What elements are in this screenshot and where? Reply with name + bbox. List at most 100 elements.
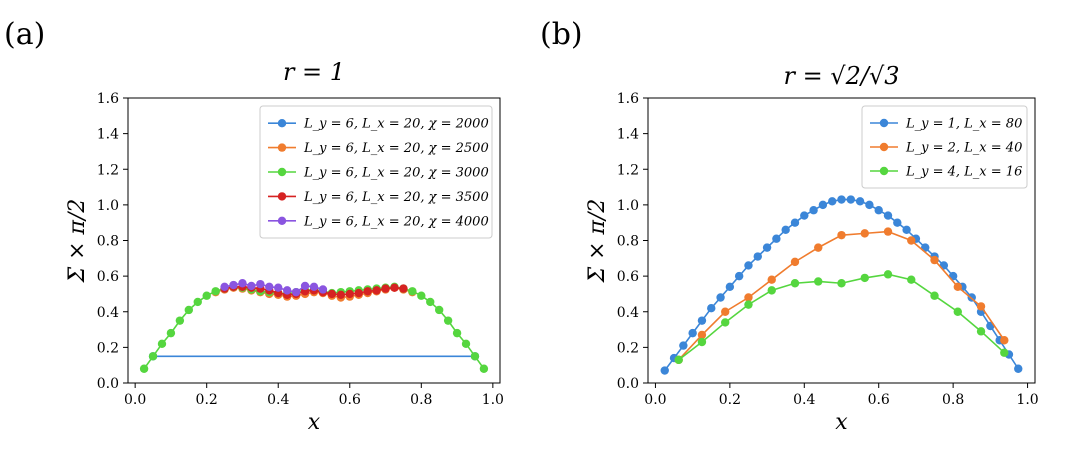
y-tick-label: 0.2 — [97, 340, 119, 356]
legend: L_y = 1, L_x = 80 L_y = 2, L_x = 40 L_y = … — [861, 105, 1028, 189]
data-point — [157, 339, 167, 349]
data-point — [837, 195, 846, 204]
data-point — [809, 206, 818, 215]
data-point — [434, 305, 444, 315]
y-tick-label: 0.0 — [617, 376, 639, 392]
data-point — [883, 227, 893, 236]
data-point — [902, 225, 911, 235]
data-point — [229, 280, 238, 290]
data-point — [772, 234, 781, 243]
x-tick-label: 0.8 — [942, 392, 964, 408]
y-tick-label: 0.8 — [97, 234, 119, 250]
data-point — [855, 197, 865, 206]
legend-entry: L_y = 1, L_x = 80 — [905, 117, 1022, 132]
data-point — [470, 352, 480, 361]
legend-marker — [277, 216, 287, 225]
data-point — [800, 211, 809, 220]
data-point — [184, 305, 194, 315]
panel-label: (b) — [540, 17, 583, 52]
data-point — [818, 200, 828, 210]
legend-marker — [277, 143, 287, 152]
data-point — [300, 281, 310, 291]
data-point — [148, 352, 158, 361]
data-point — [291, 287, 301, 297]
legend-entry: L_y = 6, L_x = 20, χ = 3500 — [303, 190, 489, 205]
y-tick-label: 0.6 — [97, 269, 119, 285]
data-point — [953, 282, 962, 292]
panel-b-chart: (b) r = √2/√3 0.0 0.2 0.4 0.6 0.8 1.0 0.0 0.2 0.4 0… — [540, 17, 1039, 435]
series-5 — [220, 279, 328, 297]
data-point — [837, 279, 846, 288]
data-point — [930, 291, 939, 300]
x-tick-label: 0.0 — [124, 392, 146, 408]
y-tick-label: 0.6 — [617, 269, 639, 285]
series-1 — [660, 195, 1023, 375]
data-point — [744, 261, 753, 270]
series-1 — [148, 352, 480, 361]
y-tick-label: 0.0 — [97, 376, 119, 392]
data-point — [697, 330, 707, 340]
data-point — [282, 286, 292, 295]
data-point — [660, 366, 669, 375]
panel-label: (a) — [4, 17, 45, 52]
y-tick-label: 1.4 — [617, 127, 639, 143]
y-tick-label: 1.2 — [97, 162, 119, 178]
data-point — [417, 291, 426, 300]
data-point — [309, 282, 319, 292]
data-point — [166, 328, 176, 338]
data-point — [814, 243, 823, 252]
data-point — [399, 284, 408, 293]
data-point — [372, 286, 381, 295]
y-axis-label: Σ × π/2 — [65, 199, 90, 284]
data-point — [907, 275, 916, 284]
legend-entry: L_y = 6, L_x = 20, χ = 2500 — [303, 141, 489, 156]
data-point — [479, 364, 489, 373]
data-point — [930, 255, 939, 265]
data-point — [274, 283, 283, 292]
legend-entry: L_y = 4, L_x = 16 — [905, 165, 1022, 180]
data-point — [860, 229, 869, 238]
data-point — [175, 316, 185, 325]
data-point — [976, 302, 986, 311]
y-tick-label: 1.4 — [97, 127, 119, 143]
data-point — [679, 341, 688, 350]
data-point — [381, 284, 390, 293]
data-point — [814, 277, 823, 286]
legend-marker — [879, 166, 889, 176]
legend-marker — [879, 118, 889, 128]
data-point — [734, 271, 744, 281]
data-point — [725, 282, 735, 292]
data-point — [327, 289, 337, 299]
series-line — [678, 230, 1005, 361]
data-point — [1014, 364, 1023, 373]
x-tick-label: 1.0 — [482, 392, 504, 408]
data-point — [202, 291, 211, 300]
data-point — [1000, 348, 1009, 357]
legend-marker — [879, 142, 889, 152]
y-tick-label: 1.6 — [97, 91, 119, 107]
data-point — [790, 279, 800, 288]
data-point — [697, 337, 707, 347]
data-point — [707, 303, 716, 313]
legend-marker — [277, 119, 287, 128]
panel-a-chart: (a) r = 1 0.0 0.2 0.4 0.6 0.8 1.0 0.0 0.2 0.4 0.6 0.… — [4, 17, 504, 435]
data-point — [860, 273, 869, 283]
data-point — [907, 236, 916, 245]
legend-marker — [277, 192, 287, 201]
data-point — [976, 327, 986, 336]
y-tick-label: 0.2 — [617, 340, 639, 356]
y-tick-label: 1.2 — [617, 162, 639, 178]
data-point — [721, 307, 730, 316]
data-point — [265, 282, 274, 292]
data-point — [837, 230, 846, 240]
x-tick-label: 0.2 — [719, 392, 741, 408]
chart-title: r = √2/√3 — [783, 62, 899, 90]
data-point — [336, 290, 346, 300]
y-tick-label: 0.4 — [617, 305, 639, 321]
data-point — [781, 225, 790, 235]
data-point — [390, 283, 399, 292]
data-point — [846, 195, 856, 204]
data-point — [193, 297, 202, 307]
data-point — [953, 307, 962, 316]
data-point — [716, 293, 725, 302]
